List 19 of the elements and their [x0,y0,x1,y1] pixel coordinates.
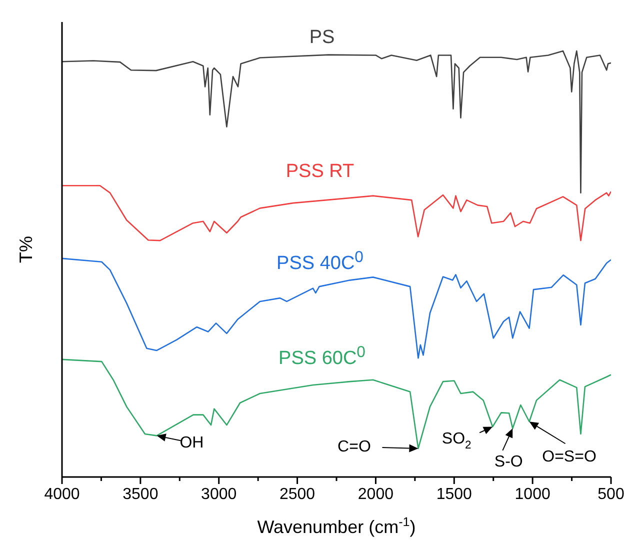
x-axis-title: Wavenumber (cm$^{-1}$) [257,515,416,537]
x-tick-label: 3500 [122,486,158,503]
y-axis-title: T% [16,236,36,263]
x-tick-label: 1500 [436,486,472,503]
series-label: PSS 40C$^{0}$ [276,248,364,276]
series-label: PS [309,27,335,49]
series-label: PSS 60C$^{0}$ [278,344,366,370]
x-tick-label: 2000 [358,486,394,503]
annotation: OH [180,434,204,452]
x-tick-label: 1000 [514,486,550,503]
x-tick-label: 500 [598,486,624,503]
x-tick-label: 3000 [201,486,237,503]
annotation: O=S=O [542,448,596,466]
annotation: C=O [338,438,371,456]
annotation: SO$_{2}$ [442,430,472,452]
x-tick-label: 4000 [44,486,80,503]
series-label: PSS RT [286,161,354,183]
annotation: S-O [494,454,523,471]
x-tick-label: 2500 [279,486,316,503]
